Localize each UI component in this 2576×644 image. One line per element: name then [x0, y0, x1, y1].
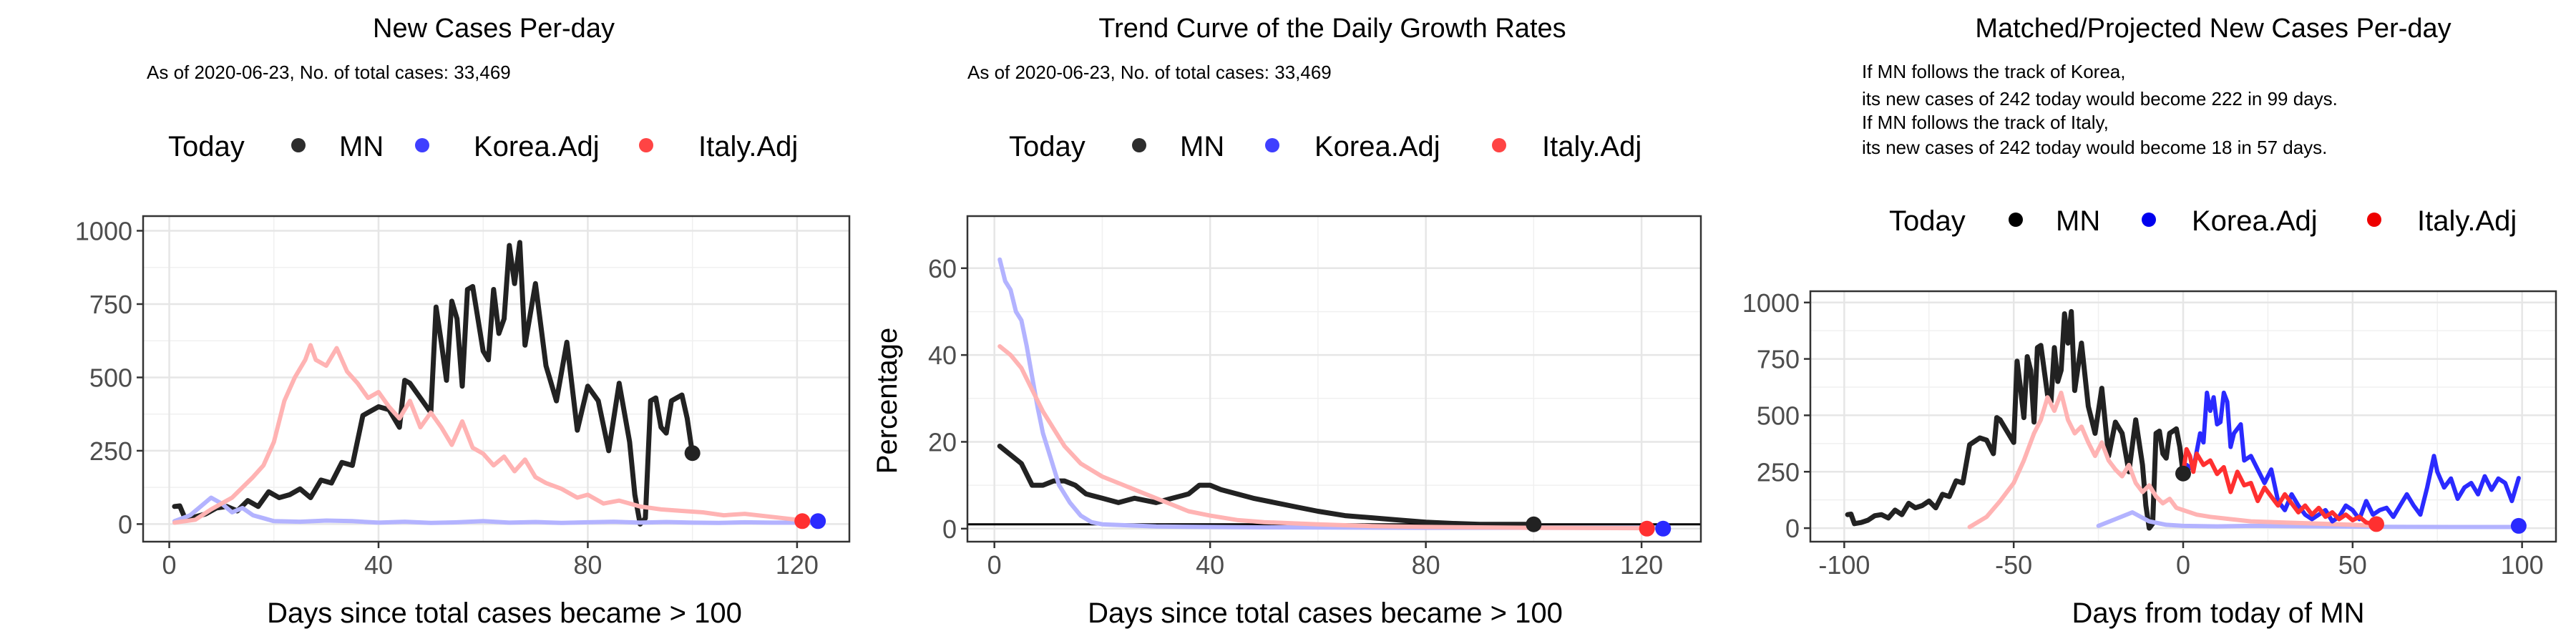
- x-tick-label: 80: [573, 550, 602, 580]
- panel-growth-rates: Trend Curve of the Daily Growth Rates As…: [872, 14, 1702, 629]
- x-axis-label: Days from today of MN: [2072, 597, 2364, 629]
- today-point-italyadj: [1639, 520, 1655, 537]
- y-tick-label: 40: [928, 341, 957, 370]
- series-line-italyadj: [997, 344, 1649, 531]
- x-tick-label: 40: [364, 550, 393, 580]
- plot-border: [142, 215, 851, 543]
- y-tick-label: 20: [928, 427, 957, 457]
- legend-key-korea: [1265, 138, 1279, 152]
- series-line-koreaadj: [172, 495, 821, 525]
- panel-subtitle-line-4: its new cases of 242 today would become …: [1862, 137, 2327, 158]
- x-axis-label: Days since total cases became > 100: [1088, 597, 1563, 629]
- panel-subtitle: As of 2020-06-23, No. of total cases: 33…: [147, 62, 511, 83]
- x-tick-label: 100: [2501, 550, 2544, 580]
- plot-border: [966, 215, 1702, 543]
- x-tick-label: 120: [776, 550, 819, 580]
- y-tick-label: 750: [1757, 345, 1800, 374]
- legend-title: Today: [1889, 205, 1966, 237]
- y-tick-label: 750: [89, 290, 132, 319]
- series-line-mn: [172, 240, 696, 527]
- legend-label-korea: Korea.Adj: [2192, 205, 2318, 237]
- panel-subtitle-line-2: its new cases of 242 today would become …: [1862, 88, 2338, 109]
- panel-subtitle-line-1: If MN follows the track of Korea,: [1862, 61, 2125, 82]
- panel-title: Matched/Projected New Cases Per-day: [1975, 14, 2451, 44]
- series-line-koreaadj: [2096, 510, 2524, 530]
- panel-title: Trend Curve of the Daily Growth Rates: [1098, 14, 1566, 44]
- panel-subtitle-line-3: If MN follows the track of Italy,: [1862, 112, 2109, 133]
- series-line-mn: [997, 444, 1536, 527]
- x-tick-label: 50: [2338, 550, 2367, 580]
- x-axis-label: Days since total cases became > 100: [267, 597, 742, 629]
- x-tick-label: 0: [2176, 550, 2190, 580]
- y-tick-label: 250: [89, 436, 132, 466]
- today-point-italyadj: [2368, 516, 2384, 532]
- series-line-italyadj: [1967, 390, 2379, 530]
- legend-label-italy: Italy.Adj: [2417, 205, 2517, 237]
- y-tick-label: 1000: [75, 216, 132, 245]
- legend-label-korea: Korea.Adj: [1314, 131, 1440, 162]
- today-point-mn: [1526, 516, 1542, 532]
- legend-label-mn: MN: [1180, 131, 1224, 162]
- today-point-koreaadj: [810, 513, 826, 530]
- legend-label-mn: MN: [339, 131, 384, 162]
- legend-label-mn: MN: [2056, 205, 2100, 237]
- today-point-koreaadj: [2510, 517, 2527, 534]
- plot-area: 0 40 80 120 0 20 40 60: [928, 215, 1702, 580]
- legend-key-korea: [415, 138, 429, 152]
- plot-area: 0 40 80 120 0 250 500 750 1000: [75, 215, 851, 580]
- y-tick-label: 0: [118, 509, 132, 539]
- panel-subtitle: As of 2020-06-23, No. of total cases: 33…: [967, 62, 1332, 83]
- plot-background: [967, 216, 1701, 542]
- today-point-italyadj: [794, 513, 811, 530]
- legend: Today MN Korea.Adj Italy.Adj: [1009, 131, 1641, 162]
- y-axis-label: Percentage: [872, 328, 903, 474]
- legend-key-korea: [2142, 213, 2156, 227]
- legend-label-italy: Italy.Adj: [698, 131, 798, 162]
- legend-key-mn: [291, 138, 306, 152]
- x-tick-label: 40: [1196, 550, 1224, 580]
- legend-key-italy: [1492, 138, 1506, 152]
- x-tick-label: 0: [162, 550, 177, 580]
- series-line-italyadj: [2181, 447, 2379, 527]
- y-tick-label: 500: [89, 363, 132, 392]
- legend-label-italy: Italy.Adj: [1542, 131, 1641, 162]
- series-line-italyadj: [172, 343, 810, 525]
- legend: Today MN Korea.Adj Italy.Adj: [168, 131, 798, 162]
- today-point-koreaadj: [1655, 520, 1672, 537]
- x-tick-label: 0: [987, 550, 1002, 580]
- legend-title: Today: [1009, 131, 1085, 162]
- legend-title: Today: [168, 131, 245, 162]
- today-point-mn: [2175, 465, 2191, 482]
- series-line-mn: [1845, 308, 2186, 531]
- legend-label-korea: Korea.Adj: [474, 131, 600, 162]
- legend-key-italy: [639, 138, 653, 152]
- today-point-mn: [684, 445, 701, 462]
- x-tick-label: 80: [1412, 550, 1440, 580]
- x-tick-label: -100: [1818, 550, 1870, 580]
- series-line-koreaadj: [2181, 390, 2521, 524]
- plot-background: [143, 216, 849, 542]
- y-tick-label: 1000: [1742, 288, 1800, 318]
- series-line-koreaadj: [997, 257, 1666, 530]
- y-tick-label: 0: [942, 514, 957, 544]
- legend-key-mn: [1132, 138, 1146, 152]
- panel-new-cases: New Cases Per-day As of 2020-06-23, No. …: [75, 14, 851, 629]
- y-tick-label: 500: [1757, 401, 1800, 430]
- x-tick-label: 120: [1620, 550, 1663, 580]
- legend: Today MN Korea.Adj Italy.Adj: [1889, 205, 2517, 237]
- legend-key-mn: [2009, 213, 2023, 227]
- y-tick-label: 250: [1757, 457, 1800, 487]
- panel-title: New Cases Per-day: [373, 14, 615, 44]
- y-tick-label: 60: [928, 254, 957, 283]
- legend-key-italy: [2367, 213, 2381, 227]
- x-tick-label: -50: [1995, 550, 2032, 580]
- panel-projected: Matched/Projected New Cases Per-day If M…: [1742, 14, 2557, 629]
- y-tick-label: 0: [1785, 514, 1800, 543]
